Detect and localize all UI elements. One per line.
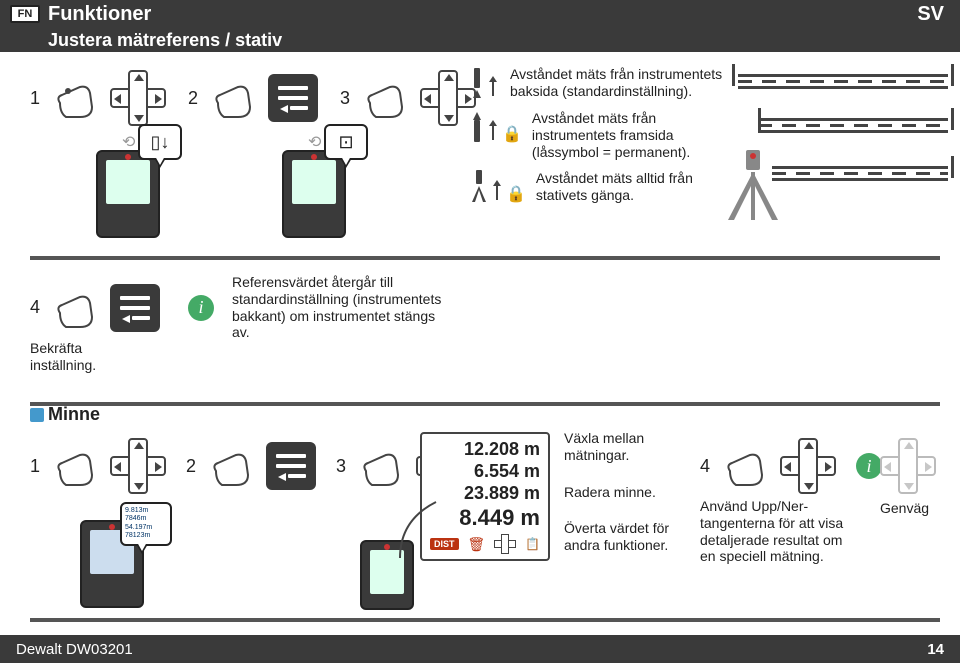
menu-enter-button[interactable] (110, 284, 160, 332)
mini-dpad-icon (494, 533, 516, 555)
divider (30, 402, 940, 406)
display-value-2: 6.554 m (430, 461, 540, 482)
hand-icon (50, 73, 100, 123)
fn-badge: FN (10, 5, 40, 23)
display-value-1: 12.208 m (430, 439, 540, 460)
divider (30, 256, 940, 260)
hand-icon (360, 73, 410, 123)
ref-back-note: Avståndet mäts från instrumentets baksid… (510, 66, 730, 100)
display-value-3: 23.889 m (430, 483, 540, 504)
ref-front-icons: 🔒 (470, 110, 522, 144)
step-3-number: 3 (340, 88, 350, 109)
ref-back-icons (470, 66, 500, 100)
ref-tripod-icons: 🔒 (470, 170, 526, 204)
ref-front-bubble-icon: ⊡ (326, 126, 366, 158)
lock-icon: 🔒 (502, 124, 522, 144)
mem-toggle-note: Växla mellan mätningar. (564, 430, 694, 464)
memory-thumb-text: 9.813m7846m54.197m78123m (122, 504, 170, 544)
trash-icon[interactable]: 🗑 (467, 536, 485, 553)
ref-diagram-back (738, 74, 948, 102)
lock-icon: 🔒 (506, 184, 526, 204)
hand-icon (720, 441, 770, 491)
confirm-note: Bekräfta inställning. (30, 340, 150, 374)
shortcut-label: Genväg (880, 500, 929, 517)
mem-step-4: 4 (700, 456, 710, 477)
memory-icon (30, 408, 44, 422)
dpad-shortcut-icon[interactable] (880, 438, 936, 494)
mem-step-1: 1 (30, 456, 40, 477)
language-code: SV (917, 3, 944, 26)
ref-diagram-tripod (738, 166, 948, 206)
page-title: Funktioner (48, 3, 151, 26)
dpad-icon[interactable] (110, 70, 166, 126)
device-preview-1: ⟲ ▯↓ (96, 150, 160, 238)
reset-info-note: Referensvärdet återgår till standardinst… (232, 274, 452, 341)
device-preview-2: ⟲ ⊡ (282, 150, 346, 238)
footer-page: 14 (927, 641, 944, 658)
dpad-icon[interactable] (110, 438, 166, 494)
mem-step-3: 3 (336, 456, 346, 477)
step-4-number: 4 (30, 297, 40, 318)
ref-front-note: Avståndet mäts från instrumentets framsi… (532, 110, 730, 160)
hand-icon (50, 441, 100, 491)
callout-leader (398, 500, 438, 560)
subtitle-bar: Justera mätreferens / stativ (0, 28, 960, 52)
dpad-icon[interactable] (780, 438, 836, 494)
hand-icon (208, 73, 258, 123)
hand-icon (356, 441, 406, 491)
ref-diagram-front (738, 118, 948, 146)
mem-clear-note: Radera minne. (564, 484, 694, 501)
menu-enter-button[interactable] (266, 442, 316, 490)
info-badge-icon: i (856, 453, 882, 479)
step-2-number: 2 (188, 88, 198, 109)
memory-section-title: Minne (48, 404, 100, 425)
dpad-icon[interactable] (420, 70, 476, 126)
mem-take-note: Överta värdet för andra funktioner. (564, 520, 694, 554)
ref-back-bubble-icon: ▯↓ (140, 126, 180, 158)
info-badge-icon: i (188, 295, 214, 321)
footer-bar: Dewalt DW03201 14 (0, 635, 960, 663)
header-bar: FN Funktioner SV (0, 0, 960, 28)
display-value-4: 8.449 m (430, 505, 540, 531)
memory-small-icon: 📋 (525, 537, 540, 551)
menu-enter-button[interactable] (268, 74, 318, 122)
footer-model: Dewalt DW03201 (16, 641, 133, 658)
step-1-number: 1 (30, 88, 40, 109)
divider (30, 618, 940, 622)
mem-updown-note: Använd Upp/Ner-tangenterna för att visa … (700, 498, 850, 565)
ref-tripod-note: Avståndet mäts alltid från stativets gän… (536, 170, 730, 204)
hand-icon (206, 441, 256, 491)
subtitle-text: Justera mätreferens / stativ (48, 30, 282, 51)
hand-icon (50, 283, 100, 333)
device-preview-mem: 9.813m7846m54.197m78123m (80, 520, 144, 608)
device-display-callout: 12.208 m 6.554 m 23.889 m 8.449 m DIST 🗑… (420, 432, 550, 561)
mem-step-2: 2 (186, 456, 196, 477)
